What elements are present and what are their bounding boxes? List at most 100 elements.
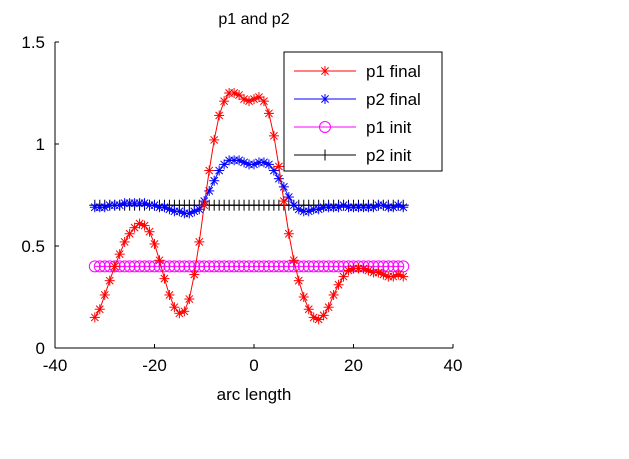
data-point-p1-final <box>214 110 225 121</box>
marker-stroke <box>208 260 221 273</box>
marker-stroke <box>175 207 184 216</box>
data-point-p2-final <box>209 175 220 186</box>
data-point-p1-init <box>243 260 256 273</box>
data-point-p1-final <box>94 304 105 315</box>
marker-stroke <box>394 201 403 210</box>
marker-stroke <box>223 260 236 273</box>
data-point-p1-final <box>104 275 115 286</box>
data-point-p1-init <box>272 260 285 273</box>
marker-stroke <box>379 270 388 279</box>
data-point-p1-init <box>292 260 305 273</box>
marker-stroke <box>262 260 275 273</box>
legend-item-p2-init: p2 init <box>294 146 412 165</box>
y-tick-label: 1.5 <box>21 33 45 52</box>
marker-stroke <box>329 291 338 299</box>
marker-stroke <box>240 95 249 104</box>
data-point-p1-final <box>298 292 309 302</box>
data-point-p1-final <box>313 314 324 325</box>
data-point-p1-init <box>322 260 335 273</box>
marker-stroke <box>394 270 403 279</box>
data-point-p1-final <box>129 222 140 233</box>
marker-stroke <box>294 276 303 285</box>
marker-stroke <box>160 203 169 212</box>
marker-stroke <box>312 260 325 273</box>
data-point-p1-final <box>318 310 329 321</box>
marker-stroke <box>183 260 196 273</box>
data-point-p1-init <box>183 260 196 273</box>
data-point-p1-init <box>262 260 275 273</box>
marker-stroke <box>334 280 343 289</box>
data-point-p1-final <box>234 90 245 101</box>
marker-stroke <box>105 276 114 285</box>
data-point-p1-final <box>154 255 165 266</box>
x-tick-label: -40 <box>43 356 68 375</box>
data-point-p1-init <box>168 260 181 273</box>
data-point-p1-init <box>257 260 270 273</box>
marker-stroke <box>289 256 298 265</box>
data-point-p1-init <box>233 260 246 273</box>
data-point-p2-final <box>214 165 225 176</box>
data-point-p2-final <box>278 181 289 192</box>
data-point-p1-init <box>208 260 221 273</box>
marker-stroke <box>140 199 149 208</box>
data-point-p1-final <box>398 271 409 282</box>
x-axis-label: arc length <box>217 385 292 404</box>
marker-stroke <box>168 260 181 273</box>
marker-stroke <box>274 162 283 171</box>
marker-stroke <box>259 158 268 167</box>
data-point-p1-init <box>218 260 231 273</box>
marker-stroke <box>279 182 288 191</box>
marker-stroke <box>155 256 164 265</box>
data-point-p1-final <box>323 302 334 313</box>
marker-stroke <box>304 305 313 314</box>
marker-stroke <box>213 260 226 273</box>
marker-stroke <box>309 313 318 322</box>
data-point-p2-final <box>398 202 409 213</box>
marker-stroke <box>173 260 186 273</box>
data-point-p1-final <box>209 134 220 145</box>
marker-stroke <box>195 205 204 214</box>
marker-stroke <box>200 201 209 210</box>
marker-stroke <box>100 291 109 299</box>
marker-stroke <box>205 166 214 175</box>
marker-stroke <box>233 260 246 273</box>
marker-stroke <box>255 93 263 102</box>
marker-stroke <box>379 201 388 210</box>
marker-stroke <box>307 260 320 273</box>
marker-stroke <box>170 303 179 312</box>
x-tick-label: 40 <box>444 356 463 375</box>
marker-stroke <box>317 260 330 273</box>
data-point-p1-final <box>338 271 349 282</box>
data-point-p1-final <box>194 236 205 247</box>
data-point-p1-final <box>89 312 100 323</box>
marker-stroke <box>297 260 310 273</box>
data-point-p1-init <box>138 260 151 273</box>
marker-stroke <box>238 260 251 273</box>
data-point-p1-final <box>164 289 175 300</box>
legend-label: p1 final <box>366 62 421 81</box>
marker-stroke <box>90 313 99 322</box>
data-point-p1-init <box>307 260 320 273</box>
marker-stroke <box>321 95 329 103</box>
legend-swatch-marker <box>319 121 331 133</box>
marker-stroke <box>289 201 298 210</box>
data-point-p2-final <box>333 202 344 213</box>
data-point-p1-init <box>143 260 156 273</box>
marker-stroke <box>125 229 134 238</box>
legend-item-p1-init: p1 init <box>294 118 412 137</box>
marker-stroke <box>319 121 331 133</box>
marker-stroke <box>299 293 308 301</box>
marker-stroke <box>218 260 231 273</box>
data-point-p1-init <box>178 260 191 273</box>
data-point-p1-init <box>282 260 295 273</box>
marker-stroke <box>294 205 303 214</box>
data-point-p1-final <box>363 265 374 276</box>
data-point-p1-init <box>123 260 136 273</box>
data-point-p1-final <box>263 108 274 119</box>
data-point-p1-final <box>258 96 269 107</box>
data-point-p1-final <box>253 92 264 103</box>
marker-stroke <box>332 260 345 273</box>
marker-stroke <box>220 160 229 169</box>
data-point-p1-init <box>312 260 325 273</box>
marker-stroke <box>282 260 295 273</box>
